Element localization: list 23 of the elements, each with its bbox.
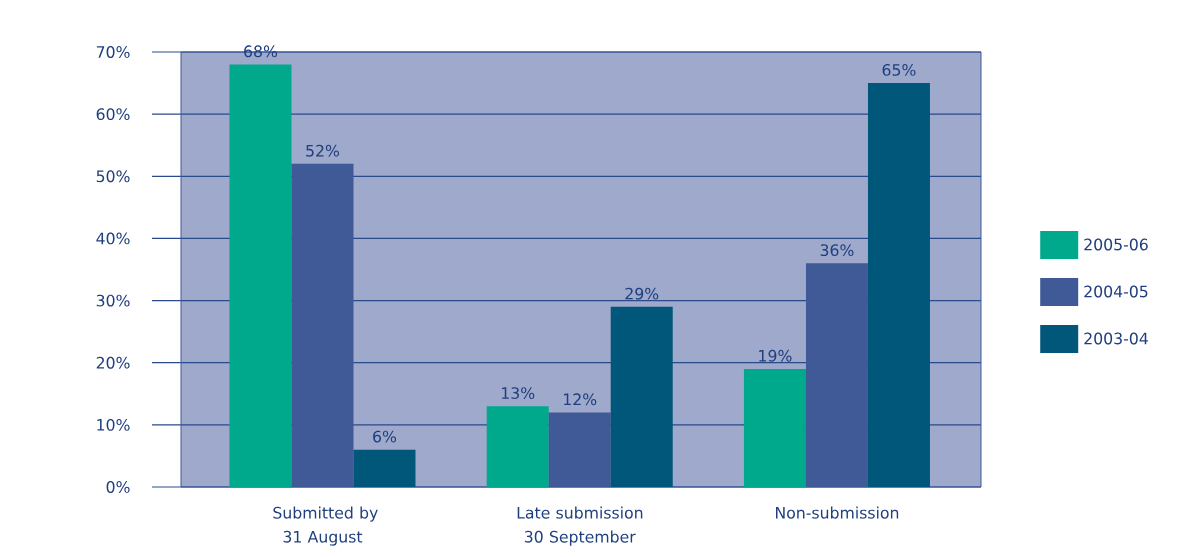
legend-label: 2005-06 [1084, 238, 1148, 251]
legend-label: 2004-05 [1084, 285, 1148, 298]
y-tick-label: 60% [96, 108, 130, 121]
y-tick-label: 50% [96, 170, 130, 183]
x-tick-label: Late submission 30 September [517, 506, 643, 546]
data-label: 19% [759, 349, 792, 362]
legend-label: 2003-04 [1084, 332, 1148, 345]
y-tick-label: 10% [97, 418, 130, 431]
data-label: 6% [373, 430, 397, 443]
y-tick-label: 20% [96, 356, 130, 369]
data-label: 13% [501, 387, 535, 400]
data-label: 68% [244, 45, 278, 58]
y-tick-label: 30% [96, 294, 130, 307]
y-tick-label: 0% [106, 481, 130, 493]
x-tick-label: Non-submission [776, 506, 899, 519]
y-tick-label: 70% [96, 46, 130, 58]
data-label: 36% [820, 244, 854, 257]
x-tick-label: Submitted by 31 August [273, 506, 378, 546]
data-label: 29% [625, 287, 659, 300]
y-tick-label: 40% [96, 232, 130, 245]
data-label: 65% [882, 63, 916, 76]
data-label: 12% [563, 393, 597, 406]
data-label: 52% [306, 144, 340, 157]
